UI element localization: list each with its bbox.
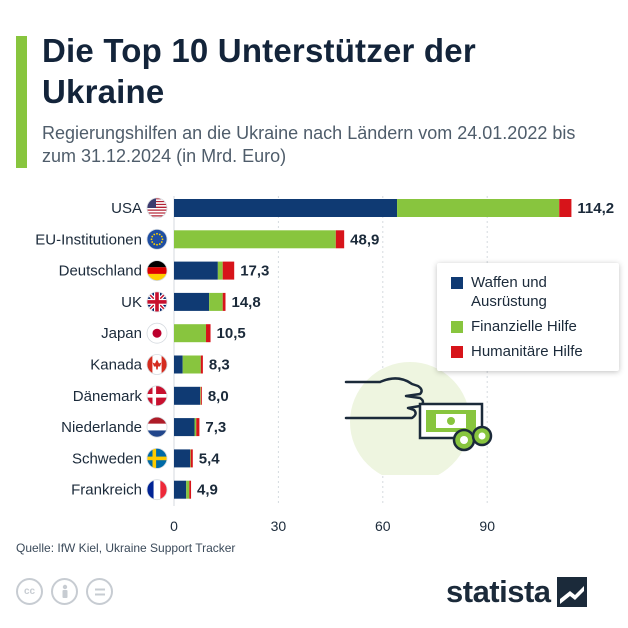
data-label: 4,9 — [197, 482, 218, 499]
legend-swatch-weapons — [451, 277, 463, 289]
bar-segment-financial — [217, 261, 223, 280]
bar-segment-humanitarian — [200, 386, 202, 405]
tick-label: 60 — [375, 518, 391, 534]
flag-nl-icon — [146, 416, 168, 438]
illustration-bg-circle — [350, 362, 470, 482]
chart-legend: Waffen und Ausrüstung Finanzielle Hilfe … — [437, 263, 619, 371]
flag-se-icon — [146, 447, 168, 469]
accent-bar — [16, 36, 27, 168]
money-hand-illustration — [340, 360, 500, 482]
brand-name: statista — [446, 574, 551, 609]
bar-segment-humanitarian — [335, 230, 345, 249]
category-label: UK — [121, 294, 142, 311]
bar-segment-humanitarian — [200, 355, 203, 374]
data-label: 48,9 — [350, 231, 379, 248]
tick-label: 0 — [170, 518, 178, 534]
bar-segment-humanitarian — [559, 199, 572, 217]
data-label: 8,3 — [209, 357, 230, 374]
category-label: Dänemark — [73, 388, 143, 405]
bar-segment-humanitarian — [189, 480, 192, 499]
bar-segment-financial — [200, 386, 201, 405]
legend-label: Waffen und Ausrüstung — [471, 274, 547, 310]
by-icon[interactable] — [51, 578, 78, 605]
legend-swatch-financial — [451, 321, 463, 333]
category-label: Deutschland — [59, 263, 142, 280]
bar-chart: 0 30 60 90 USA 114,2 EU-Institutionen 48,9 Deuts… — [35, 196, 614, 534]
flag-fr-icon — [146, 479, 168, 501]
bar-segment-financial — [190, 449, 191, 468]
data-label: 114,2 — [577, 200, 614, 217]
cc-icon[interactable]: cc — [16, 578, 43, 605]
data-label: 8,0 — [208, 388, 229, 405]
chart-title: Die Top 10 Unterstützer der Ukraine — [42, 32, 476, 110]
bar-segment-humanitarian — [206, 324, 211, 343]
bar-segment-weapons — [174, 261, 218, 280]
data-label: 7,3 — [205, 419, 226, 436]
bar-segment-weapons — [174, 386, 201, 405]
bar-segment-weapons — [174, 449, 191, 468]
flag-jp-icon — [146, 322, 168, 344]
category-label: Schweden — [72, 450, 142, 467]
hand-icon — [344, 377, 425, 420]
data-label: 10,5 — [217, 325, 246, 342]
bar-segment-weapons — [174, 418, 195, 437]
bar-segment-financial — [182, 355, 201, 374]
legend-item-financial: Finanzielle Hilfe — [451, 317, 609, 336]
nd-icon[interactable] — [86, 578, 113, 605]
data-label: 14,8 — [232, 294, 261, 311]
license-icons: cc — [16, 578, 121, 605]
bar-segment-weapons — [174, 355, 183, 374]
bar-segment-weapons — [174, 292, 210, 311]
bar-segment-humanitarian — [222, 261, 235, 280]
bar-segment-humanitarian — [222, 292, 226, 311]
flag-eu-icon — [146, 228, 168, 250]
bar-segment-financial — [209, 292, 223, 311]
flag-uk-icon — [146, 291, 168, 313]
statista-logo-icon — [556, 577, 587, 607]
flag-ca-icon — [146, 354, 168, 375]
flag-us-icon — [146, 197, 168, 219]
bar-segment-financial — [174, 230, 336, 249]
bar-segment-humanitarian — [196, 418, 200, 437]
bar-segment-weapons — [174, 480, 187, 499]
coins-icon — [452, 425, 493, 452]
tick-label: 30 — [271, 518, 287, 534]
bar-segment-financial — [397, 199, 560, 217]
category-label: Japan — [101, 325, 142, 342]
category-label: Kanada — [90, 357, 142, 374]
data-label: 17,3 — [240, 263, 269, 280]
tick-label: 90 — [479, 518, 495, 534]
legend-label: Finanzielle Hilfe — [471, 318, 577, 335]
category-label: EU-Institutionen — [35, 231, 142, 248]
flag-dk-icon — [146, 385, 168, 407]
category-label: USA — [111, 200, 142, 217]
legend-label: Humanitäre Hilfe — [471, 343, 583, 360]
bar-segment-financial — [186, 480, 190, 499]
flag-de-icon — [146, 260, 168, 282]
legend-item-humanitarian: Humanitäre Hilfe — [451, 342, 609, 361]
brand-logo[interactable]: statista — [446, 574, 587, 610]
bar-segment-weapons — [174, 199, 398, 217]
source-note: Quelle: IfW Kiel, Ukraine Support Tracke… — [16, 541, 236, 555]
category-label: Frankreich — [71, 482, 142, 499]
legend-item-weapons: Waffen und Ausrüstung — [451, 273, 609, 311]
bar-segment-financial — [174, 324, 207, 343]
chart-subtitle: Regierungshilfen an die Ukraine nach Län… — [42, 123, 576, 166]
bar-segment-humanitarian — [190, 449, 193, 468]
legend-swatch-humanitarian — [451, 346, 463, 358]
category-label: Niederlande — [61, 419, 142, 436]
bar-segment-financial — [194, 418, 197, 437]
data-label: 5,4 — [199, 450, 221, 467]
